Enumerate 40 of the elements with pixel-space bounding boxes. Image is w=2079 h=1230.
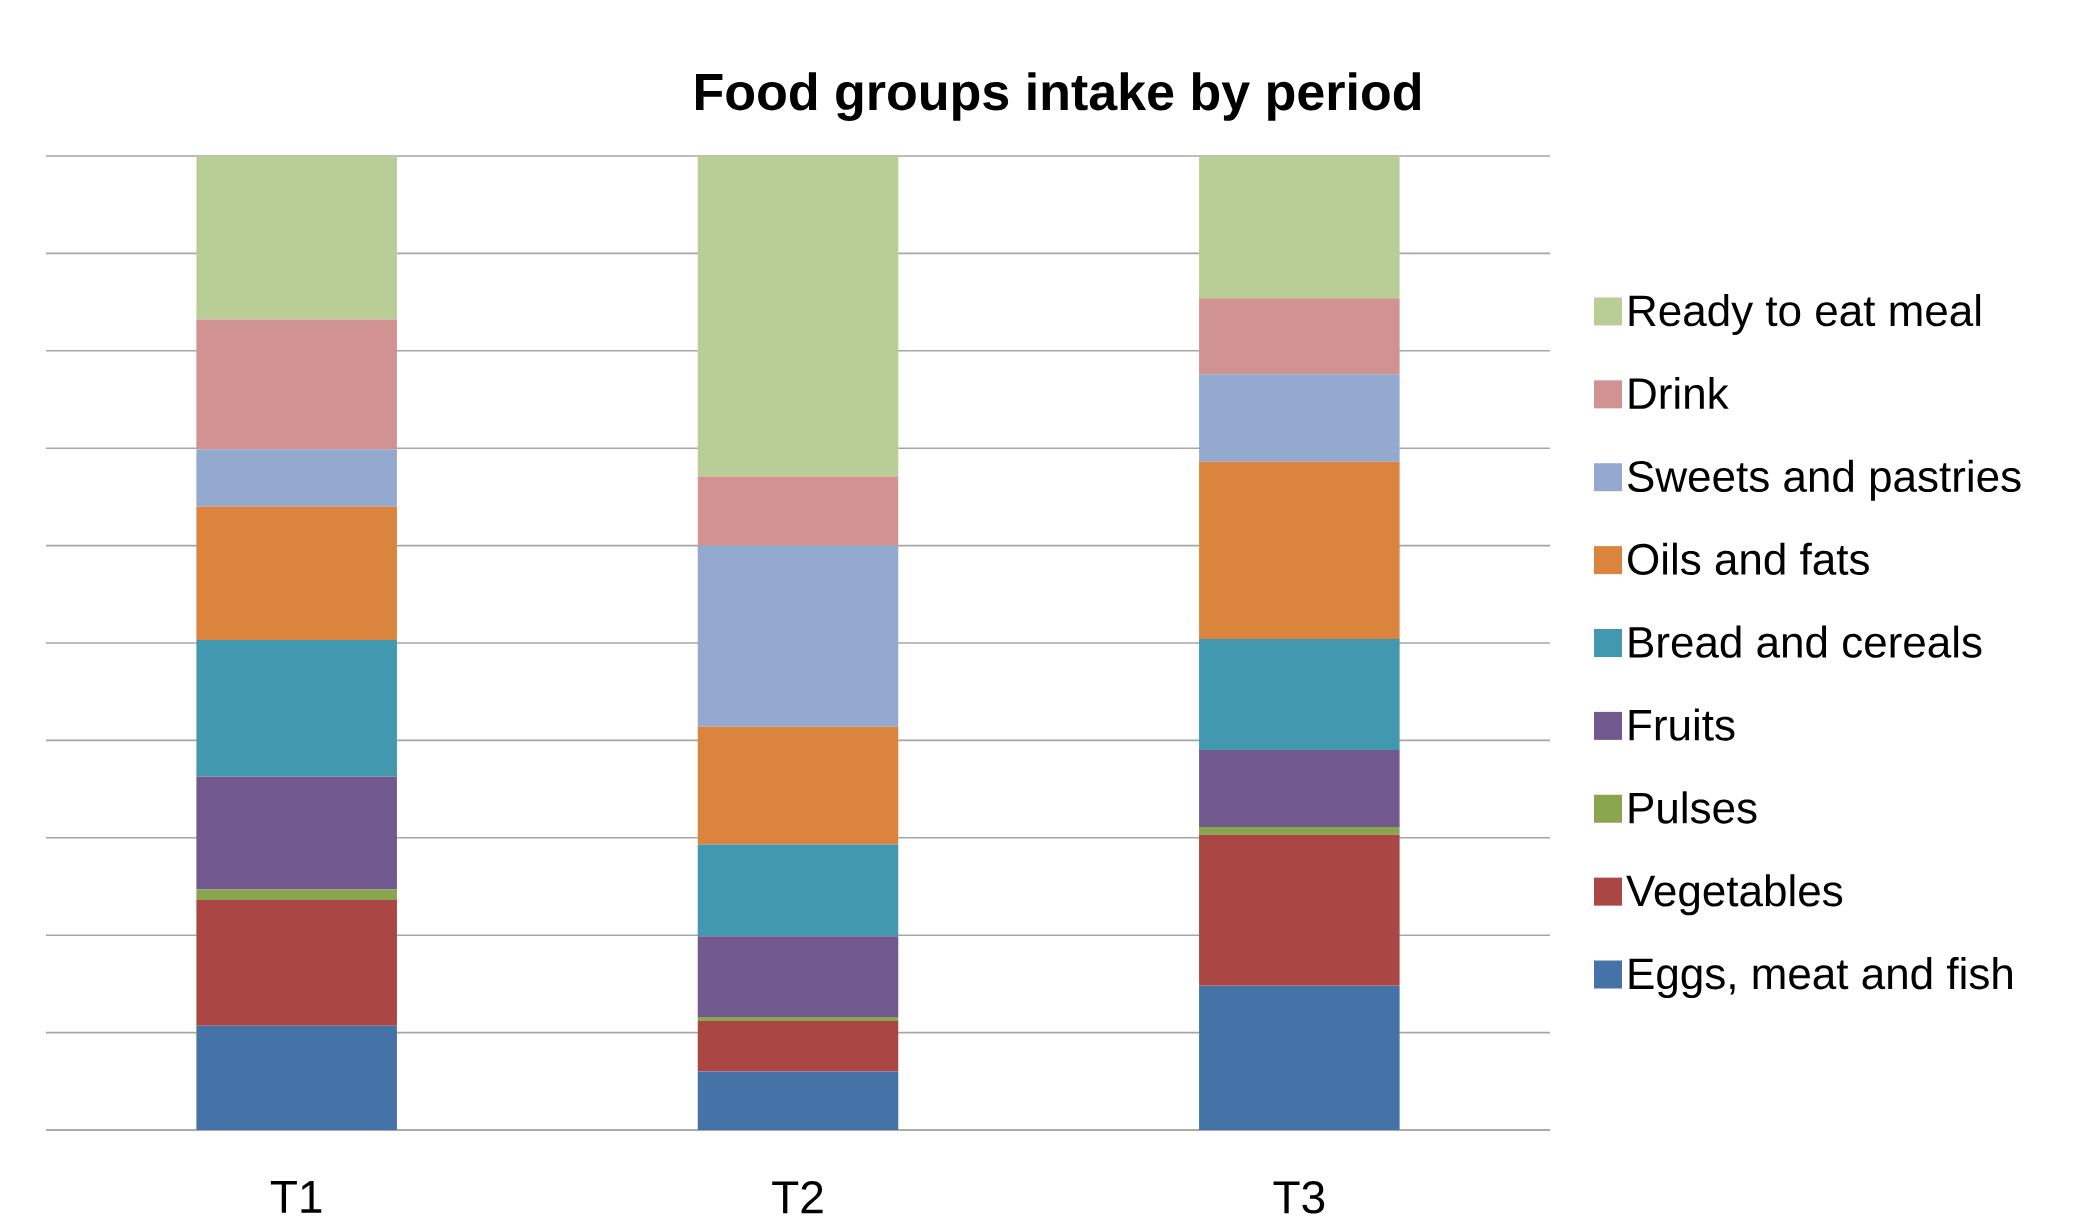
bar	[1199, 298, 1400, 375]
legend-label: Eggs, meat and fish	[1629, 957, 2012, 999]
bar	[196, 155, 397, 320]
bar	[196, 640, 397, 777]
bar	[697, 1071, 899, 1130]
legend-label: Vegetables	[1626, 874, 1843, 916]
legend-label: Oils and fats	[1628, 542, 1869, 575]
bar	[196, 1025, 397, 1130]
x-tick-label: T1	[270, 1181, 322, 1213]
bar	[697, 1017, 899, 1021]
x-tick-label: T2	[772, 1181, 823, 1214]
bar	[1199, 834, 1400, 986]
legend-label: Sweets and pastries	[1628, 459, 2021, 501]
bar	[697, 936, 899, 1017]
bar	[1199, 639, 1400, 751]
legend-label: Bread and cereals	[1629, 625, 1982, 658]
bar	[196, 776, 397, 890]
bar	[697, 155, 899, 477]
legend-label: Drink	[1629, 376, 1729, 409]
bar	[196, 449, 397, 507]
legend-label: Fruits	[1629, 708, 1735, 741]
bar	[697, 545, 899, 727]
bar	[1199, 461, 1400, 640]
bar	[1199, 827, 1400, 835]
bar	[697, 844, 899, 937]
chart-title: Food groups intake by period	[696, 72, 1421, 121]
legend-label: Pulses	[1629, 791, 1757, 824]
bar	[196, 319, 397, 450]
bar	[697, 1020, 899, 1072]
x-tick-label: T3	[1273, 1181, 1325, 1214]
bar	[697, 726, 899, 845]
bar	[1199, 985, 1400, 1130]
bar	[1199, 750, 1400, 828]
legend-label: Ready to eat meal	[1629, 294, 1981, 336]
bar	[196, 900, 397, 1026]
bar	[196, 506, 397, 641]
bar	[1199, 374, 1400, 462]
bar	[1199, 155, 1400, 299]
bar	[196, 889, 397, 901]
bar	[697, 476, 899, 546]
